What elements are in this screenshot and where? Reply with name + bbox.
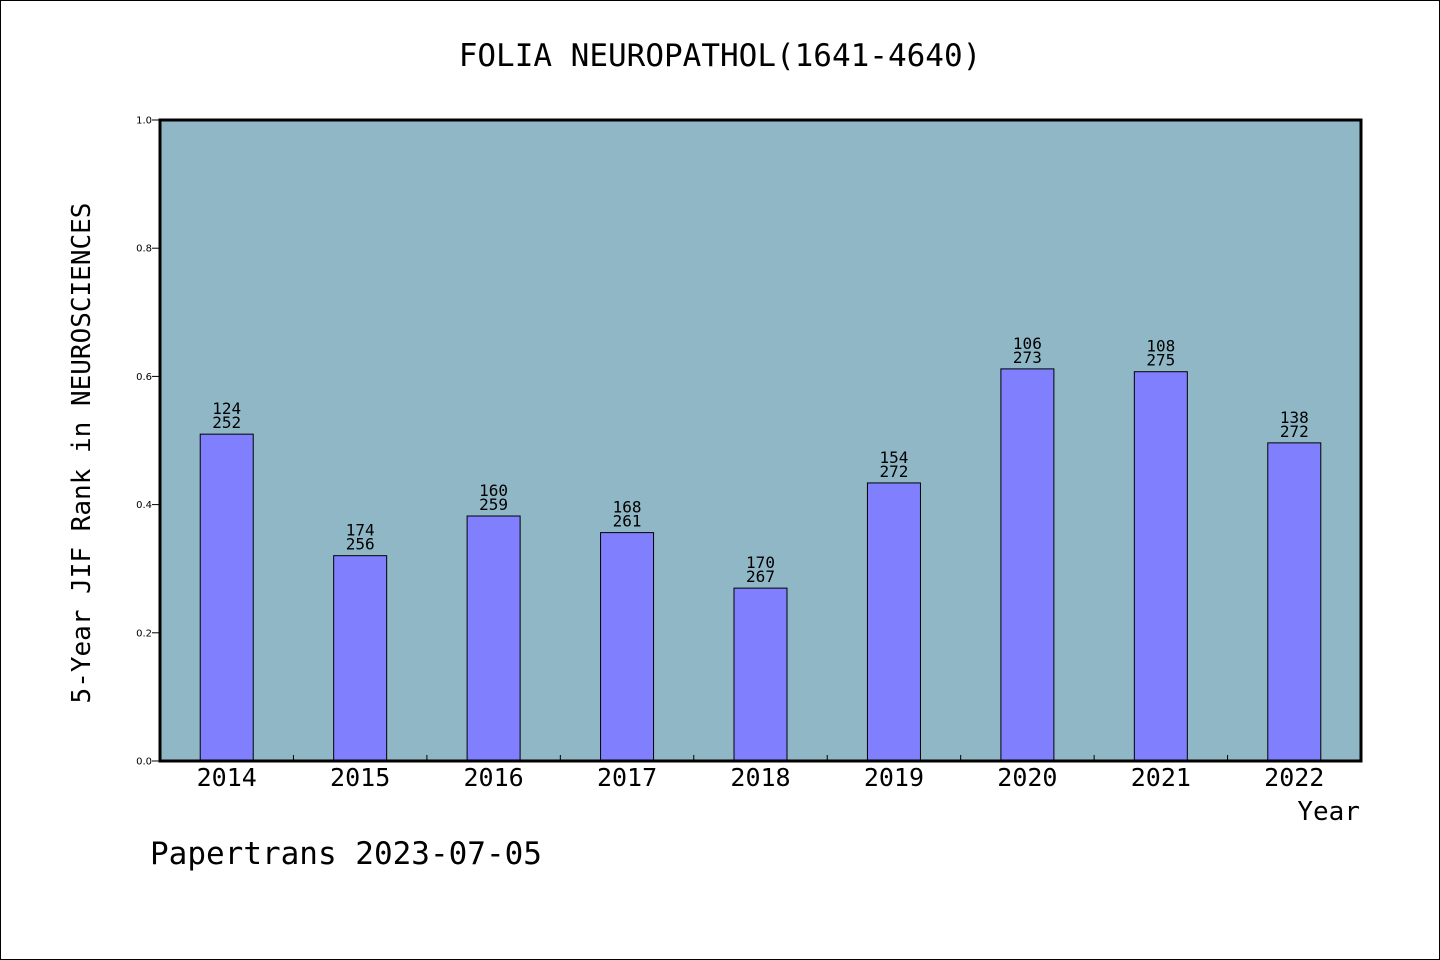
x-tick-label: 2014 — [197, 763, 257, 792]
bar-rank-label: 124 — [212, 399, 241, 418]
footer-credit: Papertrans 2023-07-05 — [150, 836, 542, 872]
bars-group — [199, 368, 1322, 762]
bar-2014 — [199, 433, 254, 762]
bar-rank-label: 154 — [879, 448, 908, 467]
x-axis-label: Year — [1297, 797, 1360, 827]
bar-2018 — [733, 587, 788, 762]
bar-2019 — [866, 482, 921, 762]
plot-border — [158, 118, 1363, 763]
bar-total-label: 252 — [212, 413, 241, 432]
x-tick-label: 2016 — [464, 763, 524, 792]
bar-2021 — [1133, 371, 1188, 762]
bar-2016 — [466, 515, 521, 762]
y-tick-label: 0.6 — [136, 372, 152, 383]
x-tick-label: 2017 — [597, 763, 657, 792]
bar-rank-label: 174 — [346, 521, 375, 540]
x-tick-label: 2019 — [864, 763, 924, 792]
y-axis-label: 5-Year JIF Rank in NEUROSCIENCES — [67, 203, 97, 704]
y-tick-label: 0.2 — [136, 628, 152, 639]
y-axis: 0.0 0.2 0.4 0.6 0.8 1.0 — [136, 116, 160, 768]
bar-2017 — [600, 532, 655, 762]
x-tick-label: 2018 — [730, 763, 790, 792]
bar-total-label: 275 — [1146, 351, 1175, 370]
x-axis: 2014 2015 2016 2017 2018 2019 2020 2021 2022 — [197, 755, 1324, 792]
bar-2020 — [1000, 368, 1055, 762]
bar-2022 — [1267, 442, 1322, 762]
bar-rank-label: 170 — [746, 553, 775, 572]
x-tick-label: 2022 — [1264, 763, 1324, 792]
y-tick-label: 0.0 — [136, 757, 152, 768]
bar-total-label: 272 — [879, 462, 908, 481]
bar-2015 — [333, 555, 388, 762]
chart-title: FOLIA NEUROPATHOL(1641-4640) — [459, 38, 982, 74]
bar-rank-label: 160 — [479, 481, 508, 500]
bar-rank-label: 138 — [1280, 408, 1309, 427]
x-tick-label: 2015 — [330, 763, 390, 792]
bar-rank-label: 106 — [1013, 334, 1042, 353]
bar-total-label: 259 — [479, 495, 508, 514]
x-tick-label: 2021 — [1131, 763, 1191, 792]
bar-total-label: 267 — [746, 567, 775, 586]
y-tick-label: 1.0 — [136, 116, 152, 127]
y-tick-label: 0.4 — [136, 500, 152, 511]
x-tick-label: 2020 — [997, 763, 1057, 792]
bar-total-label: 273 — [1013, 348, 1042, 367]
bar-total-label: 272 — [1280, 422, 1309, 441]
bar-total-label: 261 — [613, 512, 642, 531]
bar-rank-label: 108 — [1146, 337, 1175, 356]
bar-total-label: 256 — [346, 535, 375, 554]
y-tick-label: 0.8 — [136, 244, 152, 255]
bar-rank-label: 168 — [613, 498, 642, 517]
